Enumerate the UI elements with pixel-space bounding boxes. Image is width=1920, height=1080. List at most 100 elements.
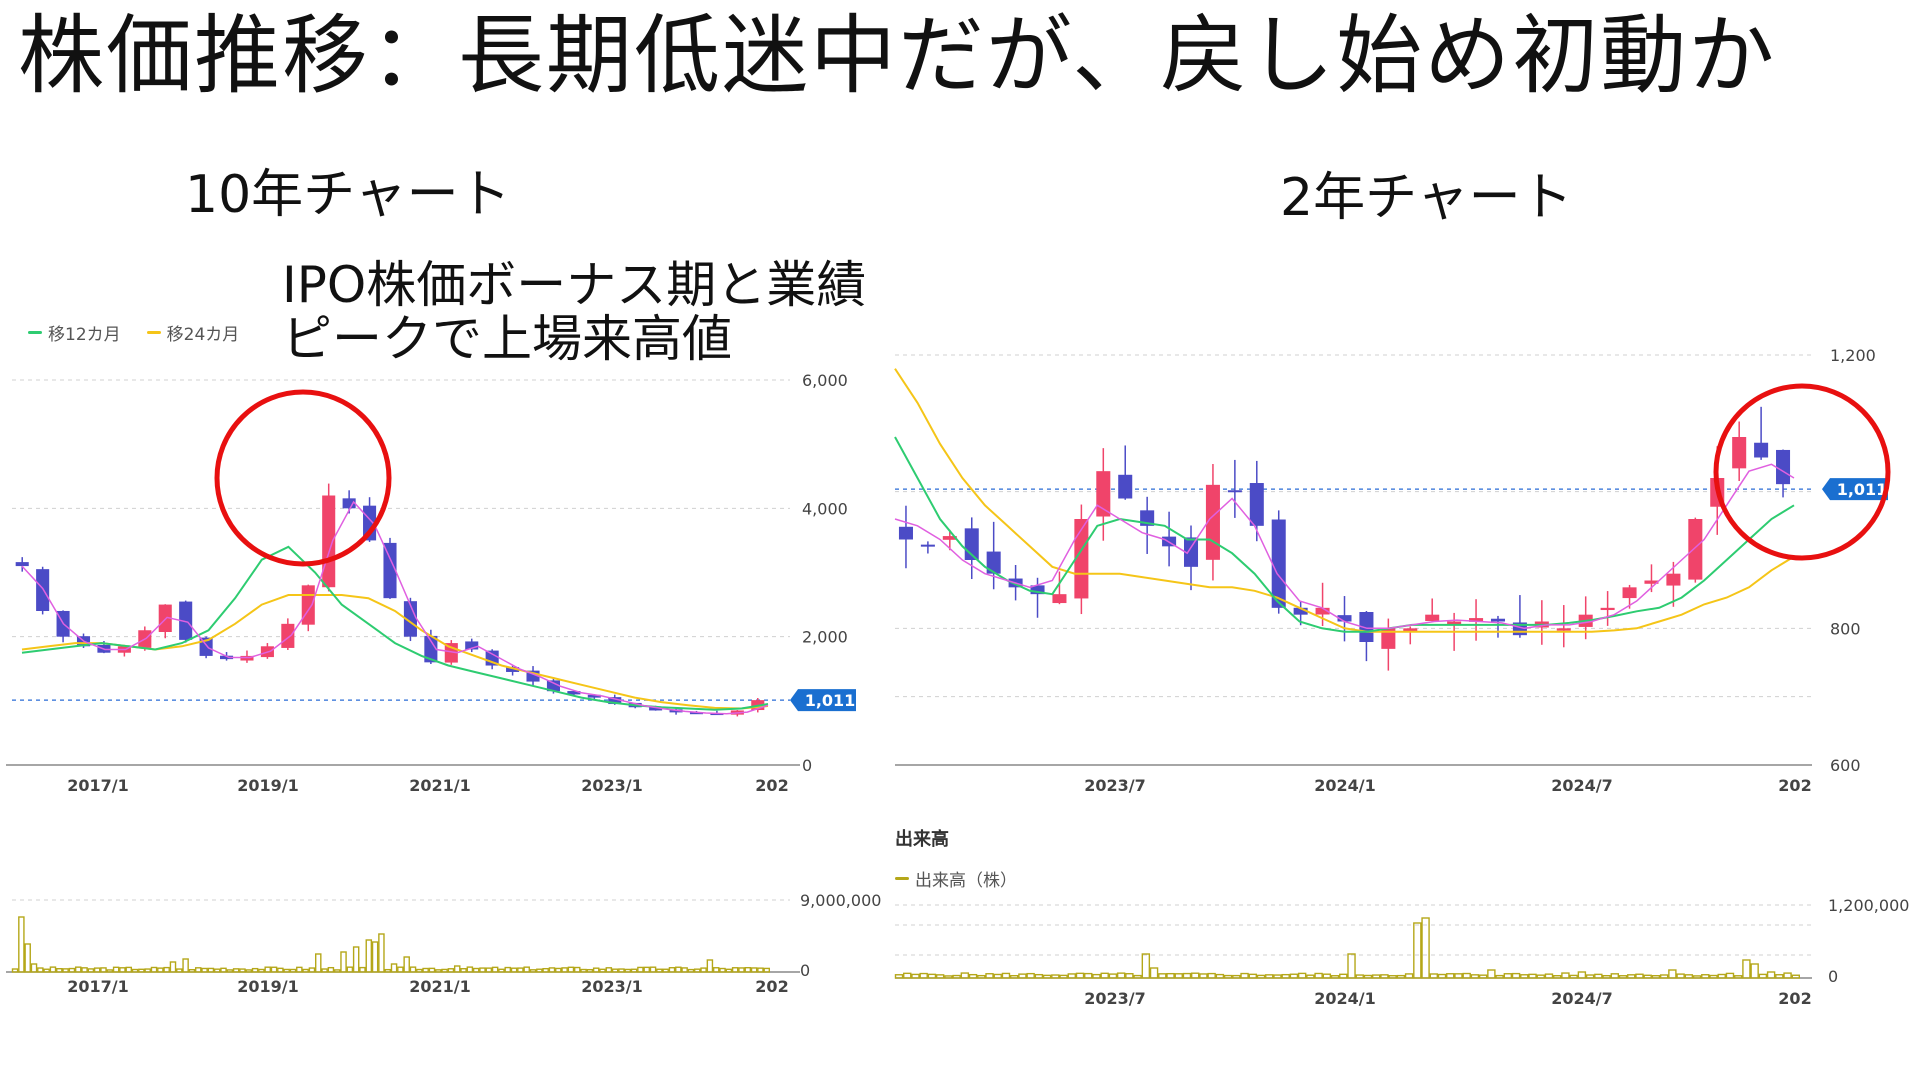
right-volume-bar [1100, 972, 1109, 979]
left-y-tick-label: 6,000 [802, 371, 848, 390]
right-candle [1205, 484, 1220, 560]
left-volume-bar [93, 967, 101, 973]
left-volume-bar [668, 967, 676, 973]
left-volume-bar [289, 968, 297, 973]
right-volume-bar [1248, 973, 1257, 979]
right-candle [986, 551, 1001, 574]
left-volume-bar [599, 968, 606, 973]
right-ma12-line [894, 436, 1795, 633]
right-volume-bar [1684, 974, 1694, 979]
left-volume-bar [49, 966, 57, 973]
right-candle [1315, 607, 1330, 615]
right-volume-bar [1133, 974, 1142, 979]
right-volume-bar [1783, 972, 1792, 979]
left-volume-bar [491, 966, 499, 973]
left-volume-bar [384, 968, 391, 973]
left-highlight-circle [214, 389, 392, 567]
volume-title: 出来高 [895, 829, 949, 850]
right-volume-bar [1503, 973, 1513, 979]
left-volume-bar [144, 968, 151, 973]
left-volume-bar [694, 968, 701, 973]
right-ma24-line [894, 368, 1795, 633]
left-volume-bar [453, 965, 461, 973]
right-volume-bar [993, 973, 1002, 979]
right-volume-bar [1462, 972, 1471, 979]
right-volume-bar [935, 974, 945, 979]
left-ma24-line [21, 594, 769, 710]
left-volume-bar [176, 968, 183, 973]
right-volume-bar [1709, 974, 1718, 979]
left-volume-bar [283, 968, 290, 973]
right-volume-bar [1692, 975, 1702, 979]
right-volume-bar [1585, 974, 1595, 979]
left-volume-bar [675, 966, 682, 973]
right-candle [1425, 614, 1440, 621]
left-candle [689, 712, 704, 715]
left-volume-bar [725, 968, 733, 973]
left-volume-bar [536, 968, 543, 973]
left-volume-bar [504, 966, 512, 973]
right-candle [1381, 628, 1396, 649]
left-volume-bar [56, 968, 63, 973]
right-current-price-badge [1822, 478, 1888, 501]
left-volume-bar [656, 968, 663, 973]
right-volume-bar [1314, 972, 1323, 979]
left-vol-y-tick: 9,000,000 [800, 891, 881, 910]
right-y-tick-label: 1,200 [1830, 346, 1876, 365]
right-volume-bar [1429, 973, 1438, 979]
left-candle [301, 585, 315, 625]
right-volume-bar [952, 974, 961, 979]
right-volume-bar [1627, 974, 1636, 979]
right-volume-bar [1330, 975, 1340, 979]
right-volume-bar [1569, 974, 1578, 979]
left-volume-bar [523, 966, 530, 973]
left-volume-bar [409, 966, 417, 973]
left-volume-bar [169, 961, 177, 973]
left-volume-bar [681, 967, 688, 973]
right-volume-bar [1454, 973, 1463, 979]
left-volume-bar [74, 966, 82, 973]
left-volume-bar [119, 967, 126, 973]
right-volume-bar [1380, 974, 1389, 979]
left-vol-x-tick: 202 [755, 977, 788, 996]
right-volume-bar [1075, 972, 1085, 979]
left-x-tick-label: 2019/1 [237, 776, 299, 795]
right-volume-bar [985, 973, 994, 979]
left-volume-bar [700, 967, 707, 973]
right-candle [1227, 490, 1242, 493]
right-volume-bar [1733, 975, 1743, 979]
right-volume-bar [1725, 972, 1735, 979]
right-candle [1359, 612, 1374, 642]
left-volume-bar [62, 968, 69, 973]
left-volume-bar [194, 967, 202, 973]
right-volume-bar [911, 973, 920, 979]
right-volume-bar [1067, 973, 1076, 979]
left-candle [281, 623, 295, 648]
right-volume-bar [919, 972, 928, 979]
right-volume-bar [977, 974, 986, 979]
left-volume-bar [182, 958, 189, 973]
left-volume-bar [510, 967, 518, 973]
left-volume-bar [472, 967, 480, 973]
left-volume-bar [24, 943, 31, 973]
left-volume-bar [618, 968, 625, 973]
left-volume-bar [270, 966, 278, 973]
right-volume-bar [1404, 973, 1414, 979]
right-candle [1249, 483, 1264, 526]
annotation-line-2: ピークで上場来高値 [282, 310, 732, 368]
right-volume-bar [1602, 974, 1611, 979]
right-candle [1732, 437, 1747, 469]
right-candle [1030, 585, 1045, 595]
right-volume-bar [903, 972, 912, 979]
right-volume-bar [1495, 974, 1504, 979]
left-volume-bar [738, 967, 745, 973]
left-candle [36, 569, 50, 611]
right-candle [1556, 628, 1571, 631]
right-volume-bar [1092, 973, 1101, 979]
left-y-tick-label: 2,000 [802, 628, 848, 647]
right-volume-bar [1042, 974, 1052, 979]
left-volume-bar [251, 967, 259, 973]
left-volume-bar [100, 967, 107, 973]
right-volume-bar [1520, 974, 1529, 979]
right-candle [1052, 594, 1067, 604]
